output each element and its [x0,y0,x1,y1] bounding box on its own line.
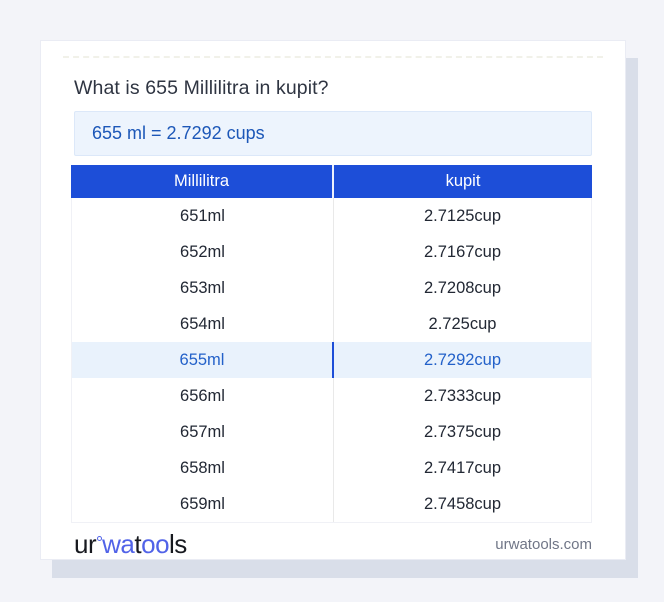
cup-cell: 2.7375cup [423,422,502,441]
cup-cell: 2.725cup [428,314,497,333]
ml-cell: 658ml [72,450,334,486]
table-row: 653ml 2.7208cup [72,270,591,306]
table-body: 651ml 2.7125cup 652ml 2.7167cup 653ml 2.7208c… [71,198,592,523]
cup-cell: 2.7292cup [423,350,502,369]
top-dashed-divider [63,56,603,58]
table-row: 651ml 2.7125cup [72,198,591,234]
logo-segment-blue: wa [102,528,135,559]
site-url: urwatools.com [495,535,592,553]
table-header-row: Millilitra kupit [71,165,592,198]
cup-cell: 2.7167cup [423,242,502,261]
ml-cell: 654ml [72,306,334,342]
table-row: 658ml 2.7417cup [72,450,591,486]
ml-cell: 653ml [72,270,334,306]
card-footer: ur watools urwatools.com [74,527,592,561]
result-text: 655 ml = 2.7292 cups [92,123,265,143]
logo-segment-dark: ur [74,528,97,559]
logo-segment-blue: oo [141,528,170,559]
cup-cell: 2.7125cup [423,206,502,225]
logo-segment-dark: ls [169,528,187,559]
table-header-millilitra: Millilitra [71,165,334,198]
cup-cell: 2.7208cup [423,278,502,297]
urwatools-logo[interactable]: ur watools [74,529,187,560]
table-row: 659ml 2.7458cup [72,486,591,522]
result-box: 655 ml = 2.7292 cups [74,111,592,156]
conversion-card: What is 655 Millilitra in kupit? 655 ml … [40,40,626,560]
table-row: 654ml 2.725cup [72,306,591,342]
table-row: 657ml 2.7375cup [72,414,591,450]
logo-ring-icon [97,535,103,541]
ml-cell: 651ml [72,198,334,234]
ml-cell: 659ml [72,486,334,522]
table-row: 656ml 2.7333cup [72,378,591,414]
page-title: What is 655 Millilitra in kupit? [74,77,329,99]
logo-segment-dark: t [134,528,142,559]
cup-cell: 2.7417cup [423,458,502,477]
table-header-kupit: kupit [445,172,481,190]
table-row: 652ml 2.7167cup [72,234,591,270]
ml-cell: 652ml [72,234,334,270]
table-row: 655ml 2.7292cup [72,342,591,378]
ml-cell: 655ml [72,342,334,378]
conversion-table: Millilitra kupit 651ml 2.7125cup 652ml 2.71… [71,165,592,523]
cup-cell: 2.7333cup [423,386,502,405]
ml-cell: 656ml [72,378,334,414]
cup-cell: 2.7458cup [423,494,502,513]
ml-cell: 657ml [72,414,334,450]
